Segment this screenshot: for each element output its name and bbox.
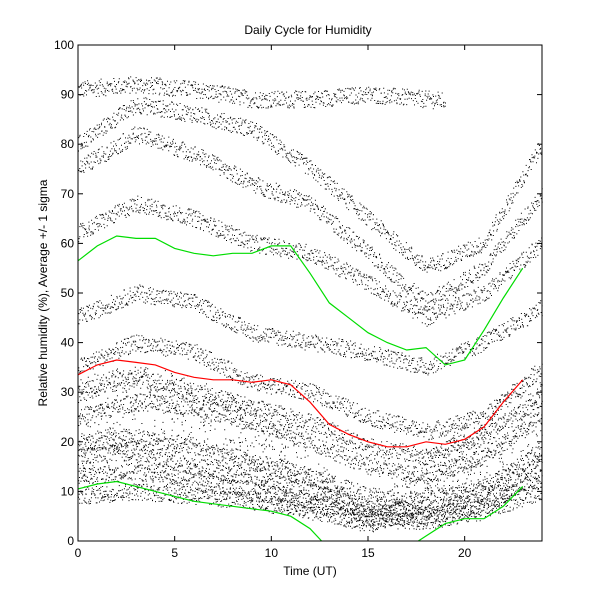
x-tick-label: 10 xyxy=(265,546,279,560)
y-tick-label: 40 xyxy=(61,336,75,350)
series-line-3 xyxy=(417,485,524,542)
y-tick-label: 30 xyxy=(61,385,75,399)
series-line-0 xyxy=(77,359,524,448)
series-line-1 xyxy=(77,235,524,366)
axis-ticks xyxy=(77,44,542,542)
y-tick-label: 60 xyxy=(61,236,75,250)
y-tick-label: 50 xyxy=(61,286,75,300)
x-tick-label: 15 xyxy=(361,546,375,560)
series-line-2 xyxy=(77,480,323,542)
y-axis-label: Relative humidity (%), Average +/- 1 sig… xyxy=(36,179,50,406)
x-tick-labels: 0 5 10 15 20 xyxy=(75,546,472,560)
y-tick-label: 100 xyxy=(54,38,74,52)
scatter-dots xyxy=(78,76,543,533)
y-tick-label: 90 xyxy=(61,88,75,102)
y-tick-label: 20 xyxy=(61,435,75,449)
x-tick-label: 5 xyxy=(171,546,178,560)
y-tick-label: 80 xyxy=(61,137,75,151)
y-tick-label: 0 xyxy=(67,534,74,548)
y-tick-label: 70 xyxy=(61,187,75,201)
x-axis-label: Time (UT) xyxy=(283,564,337,578)
series-lines xyxy=(77,235,524,542)
y-tick-labels: 0 10 20 30 40 50 60 70 80 90 100 xyxy=(54,38,74,548)
scatter-points xyxy=(78,76,543,533)
x-tick-label: 20 xyxy=(458,546,472,560)
y-tick-label: 10 xyxy=(61,484,75,498)
x-tick-label: 0 xyxy=(75,546,82,560)
plot-area xyxy=(78,45,542,541)
chart-title: Daily Cycle for Humidity xyxy=(244,23,371,37)
